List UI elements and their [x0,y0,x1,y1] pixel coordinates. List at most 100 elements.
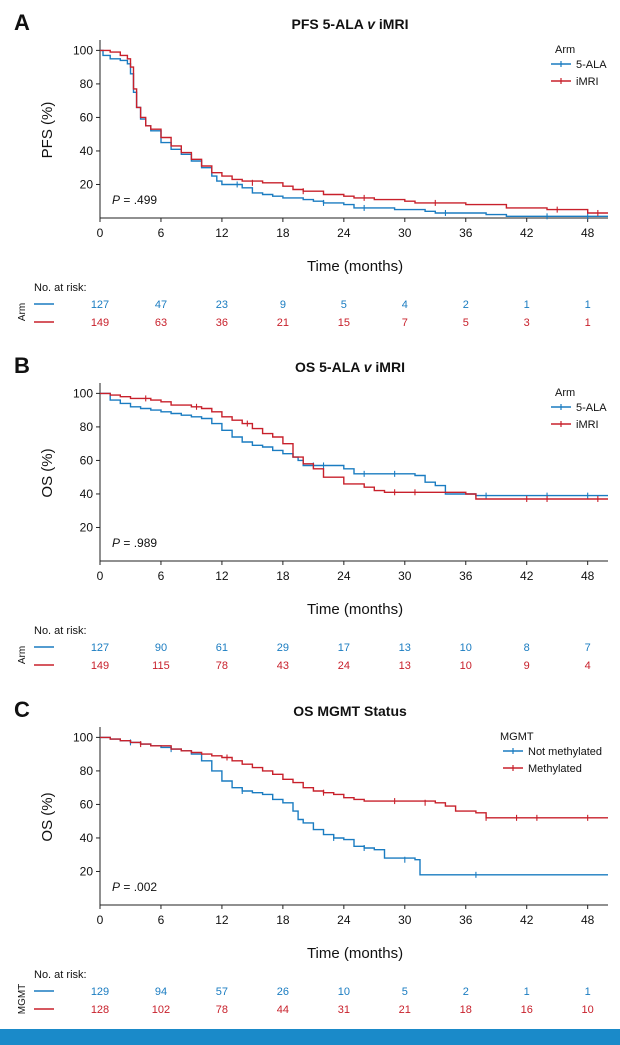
x-tick-label: 6 [158,913,165,927]
risk-count: 47 [155,299,167,311]
risk-count: 115 [152,660,170,672]
y-tick-label: 100 [73,386,93,400]
x-tick-label: 18 [276,569,290,583]
x-tick-label: 36 [459,226,473,240]
x-tick-label: 24 [337,569,351,583]
x-tick-label: 12 [215,913,229,927]
legend-label-2: Methylated [528,763,582,775]
risk-count: 149 [91,660,109,672]
x-tick-label: 18 [276,226,290,240]
p-value: P = .499 [112,193,157,207]
risk-count: 63 [155,317,167,329]
p-value: P = .989 [112,536,157,550]
x-tick-label: 48 [581,913,595,927]
x-tick-label: 6 [158,569,165,583]
x-tick-label: 30 [398,913,412,927]
risk-count: 4 [402,299,408,311]
risk-count: 26 [277,986,289,998]
y-axis-label: PFS (%) [39,102,56,159]
risk-count: 78 [216,660,228,672]
x-axis-label: Time (months) [307,945,403,962]
risk-count: 9 [280,299,286,311]
risk-count: 10 [460,660,472,672]
risk-count: 2 [463,299,469,311]
x-tick-label: 42 [520,226,534,240]
y-tick-label: 80 [80,764,94,778]
risk-count: 43 [277,660,289,672]
legend-label-1: 5-ALA [576,402,607,414]
risk-count: 7 [402,317,408,329]
p-value: P = .002 [112,880,157,894]
risk-count: 21 [277,317,289,329]
risk-count: 127 [91,299,109,311]
legend-label-2: iMRI [576,76,599,88]
x-axis-label: Time (months) [307,601,403,618]
y-tick-label: 60 [80,110,94,124]
risk-count: 13 [399,660,411,672]
panel-b: B OS 5-ALA v iMRI 20 40 60 80 100 OS (%) 0 6 12 18 2… [14,353,608,672]
risk-table: No. at risk: Arm 127 90 61 29 17 13 10 8 7 149 115 78… [17,625,591,672]
risk-count: 1 [585,986,591,998]
risk-count: 15 [338,317,350,329]
risk-count: 57 [216,986,228,998]
risk-count: 8 [524,642,530,654]
km-curve-2 [100,736,608,819]
risk-count: 10 [460,642,472,654]
risk-table-side-label: Arm [17,646,28,664]
risk-count: 61 [216,642,228,654]
x-tick-label: 24 [337,913,351,927]
risk-count: 149 [91,317,109,329]
x-tick-label: 48 [581,569,595,583]
risk-table-header: No. at risk: [34,625,87,637]
risk-count: 17 [338,642,350,654]
x-tick-label: 0 [97,226,104,240]
risk-count: 31 [338,1004,350,1016]
km-curve-1 [100,392,608,497]
risk-table-header: No. at risk: [34,969,87,981]
risk-count: 29 [277,642,289,654]
risk-table-header: No. at risk: [34,282,87,294]
risk-count: 16 [521,1004,533,1016]
x-tick-label: 36 [459,569,473,583]
x-tick-label: 12 [215,569,229,583]
risk-count: 18 [460,1004,472,1016]
risk-table-side-label: MGMT [17,984,28,1015]
risk-count: 2 [463,986,469,998]
risk-count: 13 [399,642,411,654]
risk-count: 3 [524,317,530,329]
y-tick-label: 20 [80,864,94,878]
risk-count: 21 [399,1004,411,1016]
y-tick-label: 100 [73,43,93,57]
x-tick-label: 0 [97,913,104,927]
legend-label-1: Not methylated [528,746,602,758]
y-tick-label: 20 [80,177,94,191]
risk-count: 102 [152,1004,170,1016]
bottom-accent-bar [0,1029,620,1045]
legend-title: MGMT [500,731,534,743]
chart-title: OS 5-ALA v iMRI [295,359,405,375]
y-axis-label: OS (%) [39,792,56,841]
panel-letter: B [14,353,30,378]
y-tick-label: 20 [80,520,94,534]
y-tick-label: 40 [80,487,94,501]
x-tick-label: 0 [97,569,104,583]
legend-title: Arm [555,387,575,399]
risk-count: 128 [91,1004,109,1016]
risk-table-side-label: Arm [17,303,28,321]
km-curve-1 [100,736,608,876]
risk-count: 1 [585,299,591,311]
y-axis-label: OS (%) [39,448,56,497]
panel-letter: C [14,697,30,722]
y-tick-label: 80 [80,77,94,91]
risk-count: 78 [216,1004,228,1016]
x-tick-label: 18 [276,913,290,927]
risk-count: 44 [277,1004,289,1016]
legend-title: Arm [555,44,575,56]
risk-count: 36 [216,317,228,329]
